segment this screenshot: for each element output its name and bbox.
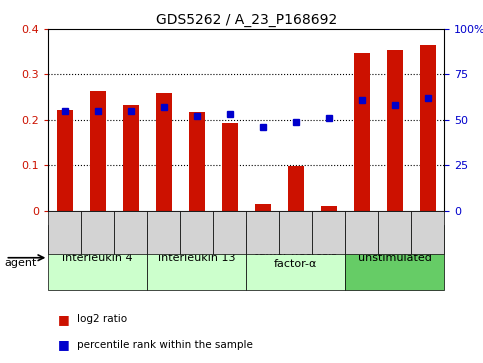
FancyBboxPatch shape bbox=[48, 211, 81, 254]
Text: ■: ■ bbox=[58, 313, 70, 326]
Bar bbox=[188, 112, 205, 211]
FancyBboxPatch shape bbox=[147, 225, 246, 290]
FancyBboxPatch shape bbox=[180, 211, 213, 254]
FancyBboxPatch shape bbox=[345, 225, 444, 290]
Text: log2 ratio: log2 ratio bbox=[77, 314, 128, 325]
FancyBboxPatch shape bbox=[114, 211, 147, 254]
Bar bbox=[420, 45, 436, 211]
Text: percentile rank within the sample: percentile rank within the sample bbox=[77, 340, 253, 350]
FancyBboxPatch shape bbox=[246, 211, 279, 254]
Bar bbox=[255, 204, 271, 211]
Bar bbox=[321, 206, 337, 211]
Text: ■: ■ bbox=[58, 338, 70, 351]
Bar bbox=[222, 123, 238, 211]
FancyBboxPatch shape bbox=[345, 211, 378, 254]
Bar bbox=[123, 105, 139, 211]
Bar bbox=[89, 91, 106, 211]
Text: interleukin 13: interleukin 13 bbox=[158, 253, 236, 263]
FancyBboxPatch shape bbox=[213, 211, 246, 254]
FancyBboxPatch shape bbox=[378, 211, 412, 254]
Bar bbox=[354, 53, 370, 211]
Text: unstimulated: unstimulated bbox=[358, 253, 432, 263]
FancyBboxPatch shape bbox=[279, 211, 313, 254]
Text: agent: agent bbox=[5, 258, 37, 268]
FancyBboxPatch shape bbox=[48, 225, 147, 290]
FancyBboxPatch shape bbox=[313, 211, 345, 254]
Text: tumor necrosis
factor-α: tumor necrosis factor-α bbox=[254, 247, 338, 269]
Title: GDS5262 / A_23_P168692: GDS5262 / A_23_P168692 bbox=[156, 13, 337, 26]
Bar bbox=[287, 166, 304, 211]
Text: interleukin 4: interleukin 4 bbox=[62, 253, 133, 263]
Bar bbox=[156, 93, 172, 211]
FancyBboxPatch shape bbox=[412, 211, 444, 254]
Bar bbox=[57, 110, 73, 211]
FancyBboxPatch shape bbox=[81, 211, 114, 254]
FancyBboxPatch shape bbox=[147, 211, 180, 254]
Bar bbox=[386, 50, 403, 211]
FancyBboxPatch shape bbox=[246, 225, 345, 290]
